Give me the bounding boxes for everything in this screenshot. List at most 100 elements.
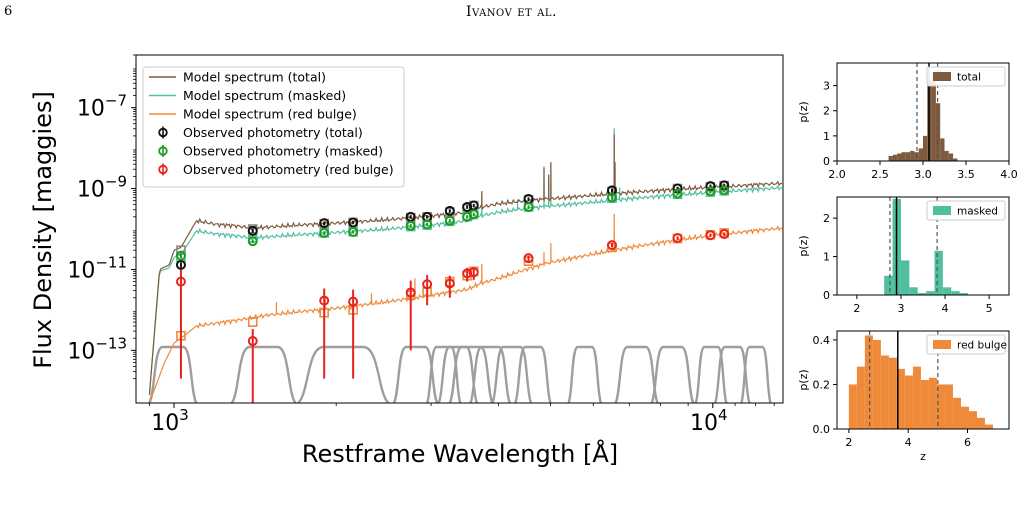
filter-curve <box>230 345 297 403</box>
hist-x-tick-label: 6 <box>964 436 971 449</box>
observed-photometry <box>175 180 730 403</box>
hist-bar <box>952 397 961 429</box>
model-photometry-square <box>247 317 258 327</box>
hist-x-tick-label: 2 <box>845 436 852 449</box>
hist-bar <box>884 275 893 295</box>
main-legend: Model spectrum (total) Model spectrum (ma… <box>142 66 405 188</box>
observed-point <box>175 276 186 287</box>
observed-point <box>444 278 455 289</box>
hist-y-tick-label: 3 <box>823 80 830 93</box>
hist-x-tick-label: 5 <box>986 302 993 315</box>
legend-entry: Observed photometry (red bulge) <box>158 162 394 177</box>
legend-entry: Model spectrum (red bulge) <box>149 107 357 122</box>
observed-point <box>468 209 479 220</box>
hist-bar <box>944 384 953 429</box>
legend-marker-swatch <box>158 164 168 175</box>
hist-bar <box>848 384 857 429</box>
hist-bar <box>910 150 915 161</box>
legend-marker-swatch <box>158 146 168 156</box>
hist-y-tick-label: 0.2 <box>813 378 831 391</box>
legend-label: Observed photometry (red bulge) <box>183 162 394 177</box>
observed-point <box>705 230 716 241</box>
hist-bar <box>948 153 954 161</box>
observed-point <box>319 295 330 306</box>
hist-bar <box>909 287 918 295</box>
filter-curve <box>694 345 728 403</box>
y-tick-label: 10−11 <box>67 253 127 283</box>
hist-legend-label: masked <box>957 206 998 218</box>
observed-point <box>462 268 473 279</box>
hist-bar <box>944 150 949 161</box>
hist-legend-box <box>926 200 1006 221</box>
observed-point <box>468 267 479 278</box>
hist-bar <box>888 357 897 429</box>
hist-legend-label: red bulge <box>957 340 1007 352</box>
hist-bar <box>897 153 902 161</box>
observed-point <box>348 226 359 237</box>
filter-curve <box>448 345 494 403</box>
hist-legend-swatch <box>933 206 951 215</box>
hist-bar <box>872 339 881 429</box>
hist-bar <box>968 411 977 429</box>
hist-legend-box <box>926 334 1006 355</box>
observed-point <box>175 259 186 270</box>
hist-bar <box>931 73 936 161</box>
hist-ylabel: p(z) <box>797 235 810 256</box>
legend-label: Observed photometry (total) <box>183 125 363 140</box>
filter-curves <box>148 345 772 403</box>
legend-box <box>142 66 405 188</box>
hist-bar <box>951 291 960 295</box>
hist-bar <box>896 368 905 429</box>
legend-label: Model spectrum (masked) <box>183 88 346 103</box>
legend-entry: Observed photometry (total) <box>158 125 363 140</box>
hist-total: 0 1 2 3 2.0 2.5 3.0 3.5 4.0 p(z) total <box>797 62 1018 181</box>
hist-bar <box>892 154 898 161</box>
hist-ylabel: p(z) <box>797 369 810 390</box>
hist-bar <box>959 293 968 295</box>
main-xlabel: Restframe Wavelength [Å] <box>302 439 618 468</box>
hist-bar <box>923 135 928 161</box>
observed-point <box>247 225 258 236</box>
model-photometry <box>176 180 729 341</box>
hist-bar <box>856 366 865 429</box>
hist-x-tick-label: 4 <box>942 302 949 315</box>
hist-bar <box>926 291 935 295</box>
filter-curve <box>491 345 533 403</box>
observed-point <box>319 227 330 238</box>
hist-bar <box>900 260 910 295</box>
sed-chart: 10−7 10−9 10−11 10−13 103 104 Restframe Wavel… <box>29 54 784 468</box>
filter-curve <box>650 345 695 403</box>
page-number: 6 <box>4 4 13 19</box>
hist-red-bulge: 0.0 0.2 0.4 2 4 6 p(z) z red bulge <box>797 330 1010 463</box>
hist-y-tick-label: 2 <box>823 212 830 225</box>
observed-point <box>705 186 716 197</box>
hist-y-tick-label: 0 <box>823 155 830 168</box>
main-ylabel: Flux Density [maggies] <box>29 91 57 369</box>
hist-bar <box>905 152 911 161</box>
hist-bar <box>935 103 941 161</box>
model-spectrum-line <box>148 128 783 395</box>
hist-frame <box>836 196 1010 296</box>
hist-bar <box>912 366 921 429</box>
hist-y-tick-label: 0 <box>823 289 830 302</box>
filter-curve <box>567 345 603 403</box>
hist-bar <box>940 138 945 161</box>
filter-curve <box>148 345 198 403</box>
observed-point <box>247 336 258 347</box>
hist-bar <box>917 293 927 295</box>
hist-bar <box>942 287 952 295</box>
hist-ylabel: p(z) <box>797 101 810 122</box>
filter-curve <box>614 345 659 403</box>
hist-y-tick-label: 1 <box>823 251 830 264</box>
legend-marker-swatch <box>158 127 168 138</box>
hist-bar <box>928 377 937 429</box>
observed-point <box>405 220 416 231</box>
observed-point <box>606 192 617 203</box>
observed-point <box>462 201 473 212</box>
hist-x-tick-label: 4.0 <box>1000 168 1018 181</box>
observed-point <box>348 217 359 228</box>
observed-point <box>523 201 534 212</box>
hist-bar <box>920 380 929 429</box>
observed-point <box>175 250 186 261</box>
